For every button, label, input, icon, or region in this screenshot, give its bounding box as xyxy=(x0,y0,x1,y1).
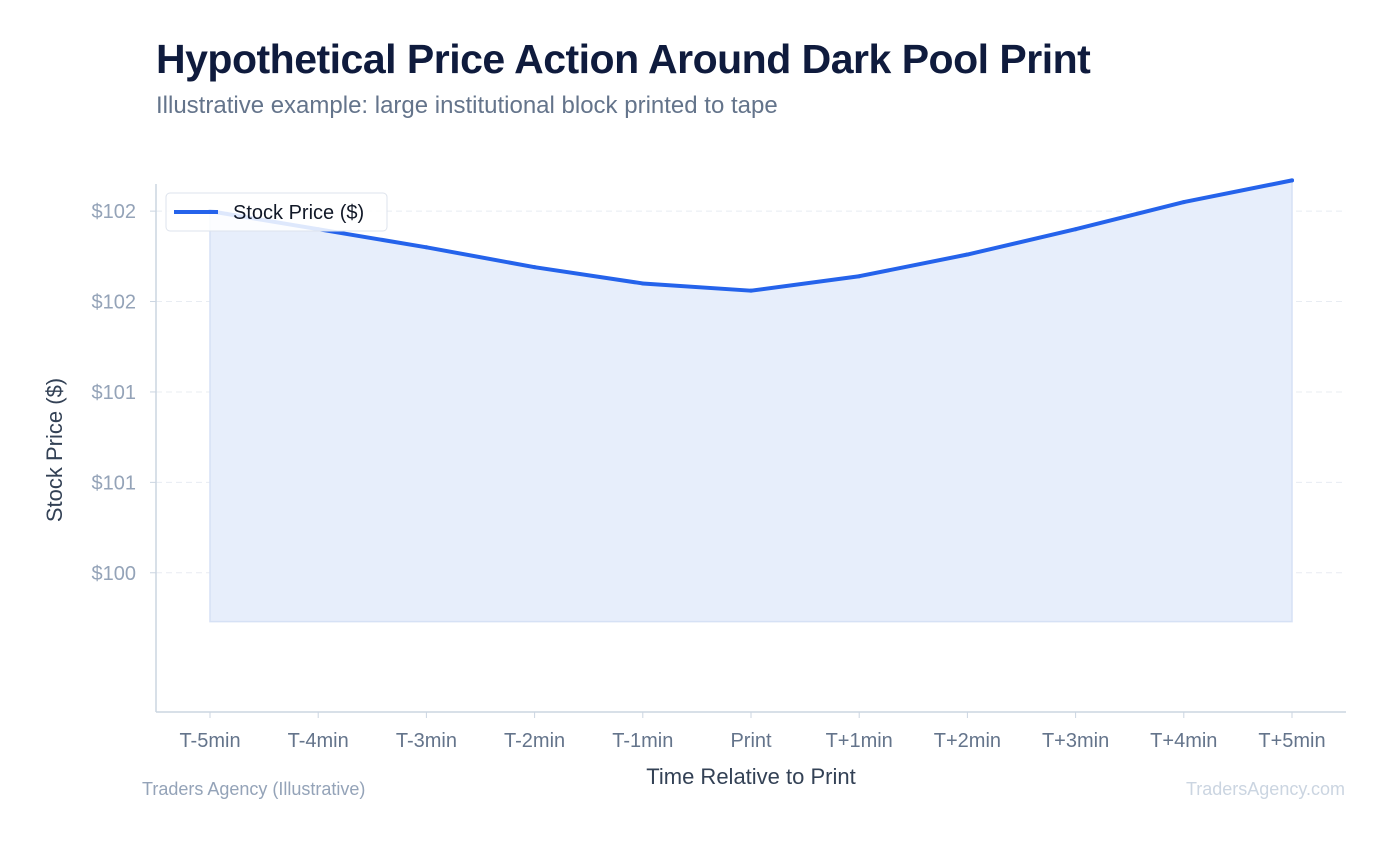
data-point xyxy=(532,265,537,270)
data-point xyxy=(749,288,753,293)
y-tick-label: $100 xyxy=(92,563,137,585)
y-axis-label: Stock Price ($) xyxy=(42,378,67,522)
data-point xyxy=(640,281,645,286)
x-tick-label: T-1min xyxy=(612,730,673,752)
legend-box xyxy=(165,192,388,232)
chart-title: Hypothetical Price Action Around Dark Po… xyxy=(156,36,1091,82)
watermark: TradersAgency.com xyxy=(1185,779,1345,799)
x-tick-label: T+4min xyxy=(1150,730,1217,752)
x-tick-label: T-4min xyxy=(288,730,349,752)
y-tick-label: $102 xyxy=(92,292,137,314)
x-tick-label: Print xyxy=(730,730,772,752)
y-tick-label: $101 xyxy=(92,382,137,404)
data-point xyxy=(1290,178,1294,183)
data-point xyxy=(1073,227,1078,232)
x-tick-label: T+1min xyxy=(826,730,893,752)
data-point xyxy=(424,245,429,250)
chart-subtitle: Illustrative example: large institutiona… xyxy=(156,92,778,119)
y-tick-label: $102 xyxy=(92,201,137,223)
x-tick-label: T-3min xyxy=(396,730,457,752)
legend: Stock Price ($) xyxy=(165,192,388,232)
source-note: Traders Agency (Illustrative) xyxy=(142,779,366,799)
x-tick-label: T+3min xyxy=(1042,730,1109,752)
x-tick-label: T-5min xyxy=(179,730,240,752)
x-tick-labels: T-5min T-4min T-3min T-2min T-1min Print T+1mi… xyxy=(179,712,1326,752)
price-area-fill xyxy=(209,179,1293,623)
legend-label: Stock Price ($) xyxy=(233,202,364,224)
data-point xyxy=(1181,200,1186,205)
data-point xyxy=(965,252,970,257)
x-tick-label: T+5min xyxy=(1258,730,1325,752)
data-point xyxy=(857,274,862,279)
y-tick-labels: $100 $101 $101 $102 $102 xyxy=(92,201,156,585)
y-tick-label: $101 xyxy=(92,472,137,494)
x-tick-label: T-2min xyxy=(504,730,565,752)
x-tick-label: T+2min xyxy=(934,730,1001,752)
x-axis-label: Time Relative to Print xyxy=(646,764,855,789)
